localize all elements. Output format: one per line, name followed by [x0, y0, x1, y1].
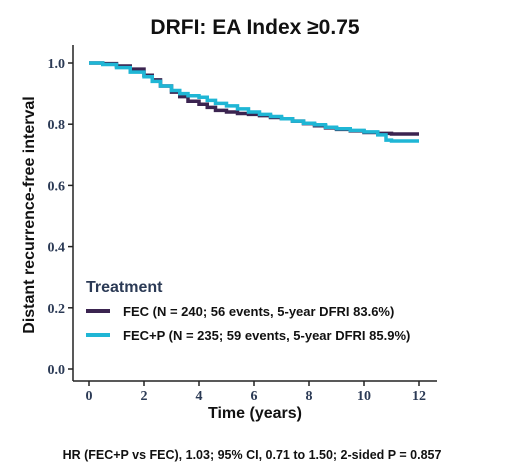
- plot-frame: [72, 45, 437, 382]
- chart-title: DRFI: EA Index ≥0.75: [150, 16, 359, 39]
- legend-label-fecp: FEC+P (N = 235; 59 events, 5-year DFRI 8…: [123, 328, 410, 343]
- y-axis-label: Distant recurrence-free interval: [21, 96, 38, 333]
- y-tick-label: 0.0: [48, 363, 66, 378]
- x-tick-label: 2: [141, 389, 148, 404]
- legend-label-fec: FEC (N = 240; 56 events, 5-year DFRI 83.…: [123, 304, 394, 319]
- x-tick-label: 12: [412, 389, 426, 404]
- series-line-fecp: [89, 61, 419, 143]
- x-tick-label: 4: [196, 389, 203, 404]
- x-tick-label: 10: [357, 389, 371, 404]
- legend: Treatment FEC (N = 240; 56 events, 5-yea…: [86, 279, 410, 343]
- x-ticks: 0 2 4 6 8 10 12: [86, 381, 426, 404]
- x-axis-label: Time (years): [208, 405, 302, 422]
- hr-footnote: HR (FEC+P vs FEC), 1.03; 95% CI, 0.71 to…: [63, 448, 442, 462]
- y-tick-label: 0.4: [48, 241, 66, 256]
- y-ticks: 0.0 0.2 0.4 0.6 0.8 1.0: [48, 57, 73, 378]
- y-tick-label: 1.0: [48, 57, 66, 72]
- series-lines: [89, 61, 419, 143]
- y-tick-label: 0.2: [48, 302, 66, 317]
- x-tick-label: 6: [251, 389, 258, 404]
- y-tick-label: 0.8: [48, 118, 66, 133]
- y-tick-label: 0.6: [48, 179, 66, 194]
- legend-title: Treatment: [86, 279, 163, 296]
- x-tick-label: 8: [306, 389, 313, 404]
- x-tick-label: 0: [86, 389, 93, 404]
